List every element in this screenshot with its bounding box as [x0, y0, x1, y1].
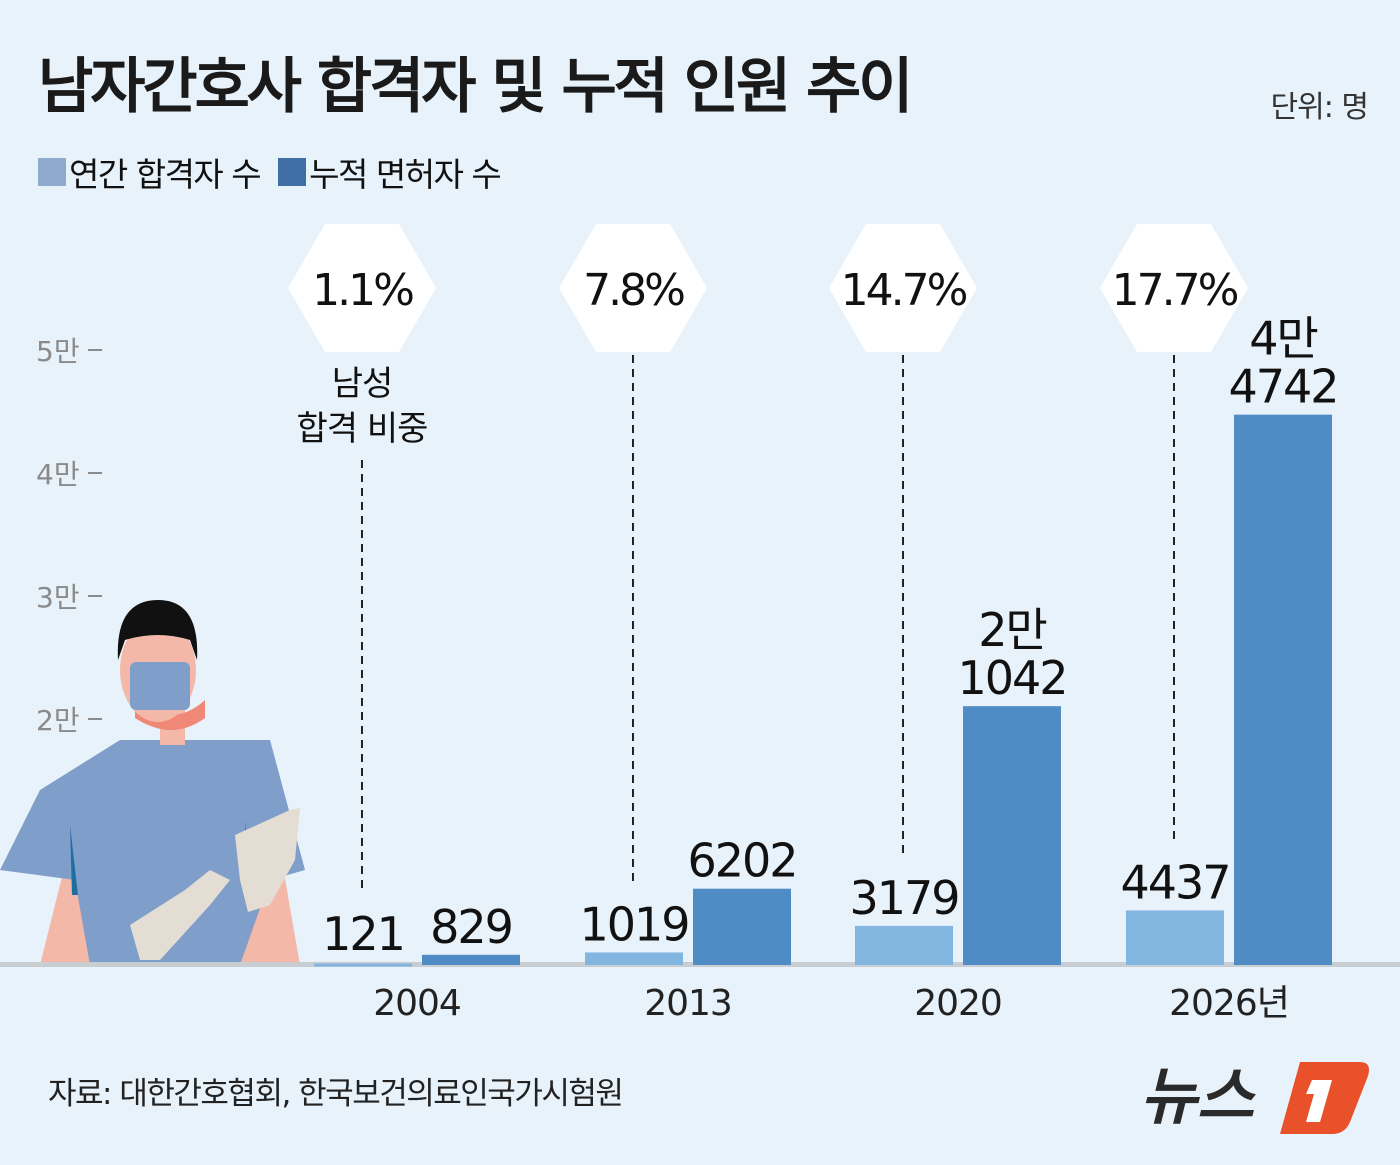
ratio-caption: 합격 비중 [297, 409, 428, 449]
y-tick-label: 5만 [36, 335, 80, 368]
data-label: 1019 [579, 897, 688, 951]
data-label: 4437 [1120, 855, 1229, 909]
y-tick-label: 4만 [36, 458, 80, 491]
legend-item-cumulative: 누적 면허자 수 [278, 148, 502, 196]
legend-swatch-annual [38, 158, 66, 186]
bar-annual [585, 952, 683, 965]
svg-text:뉴스: 뉴스 [1140, 1060, 1256, 1133]
data-label: 4742 [1228, 360, 1337, 414]
ratio-label: 7.8% [583, 265, 684, 316]
legend-label-annual: 연간 합격자 수 [69, 155, 262, 194]
legend-item-annual: 연간 합격자 수 [38, 148, 262, 196]
bar-cumulative [693, 888, 791, 965]
bar-cumulative [1234, 414, 1332, 965]
data-label: 4만 [1249, 312, 1317, 366]
ratio-caption: 남성 [332, 364, 393, 404]
ratio-hexagon [829, 224, 977, 352]
y-tick-label: 3만 [36, 581, 80, 614]
data-label: 1042 [957, 651, 1066, 705]
bar-annual [314, 963, 412, 967]
ratio-label: 17.7% [1112, 265, 1238, 316]
ratio-hexagon [559, 224, 707, 352]
data-label: 6202 [687, 834, 796, 888]
bar-cumulative [963, 706, 1061, 965]
legend-label-cumulative: 누적 면허자 수 [309, 155, 502, 194]
source-note: 자료: 대한간호협회, 한국보건의료인국가시험원 [48, 1076, 624, 1112]
bar-annual [855, 925, 953, 965]
ratio-hexagon [288, 224, 436, 352]
y-tick-label: 2만 [36, 704, 80, 737]
legend-swatch-cumulative [278, 158, 307, 186]
chart-title: 남자간호사 합격자 및 누적 인원 추이 [38, 52, 913, 122]
ratio-label: 14.7% [841, 265, 967, 316]
x-tick-label: 2013 [644, 983, 732, 1024]
x-tick-label: 2004 [373, 983, 461, 1024]
bar-annual [1126, 910, 1224, 965]
x-tick-label: 2026년 [1169, 983, 1289, 1024]
data-label: 2만 [978, 603, 1046, 657]
data-label: 3179 [849, 871, 958, 925]
nurse-illustration [0, 600, 305, 965]
data-label: 829 [430, 900, 512, 954]
news1-logo: 뉴스 [1140, 1060, 1369, 1134]
ratio-label: 1.1% [312, 265, 413, 316]
ratio-hexagon [1100, 224, 1248, 352]
unit-label: 단위: 명 [1270, 90, 1369, 125]
bar-cumulative [422, 954, 520, 965]
data-label: 121 [322, 907, 404, 961]
x-tick-label: 2020 [914, 983, 1002, 1024]
legend: 연간 합격자 수 누적 면허자 수 [38, 148, 518, 196]
